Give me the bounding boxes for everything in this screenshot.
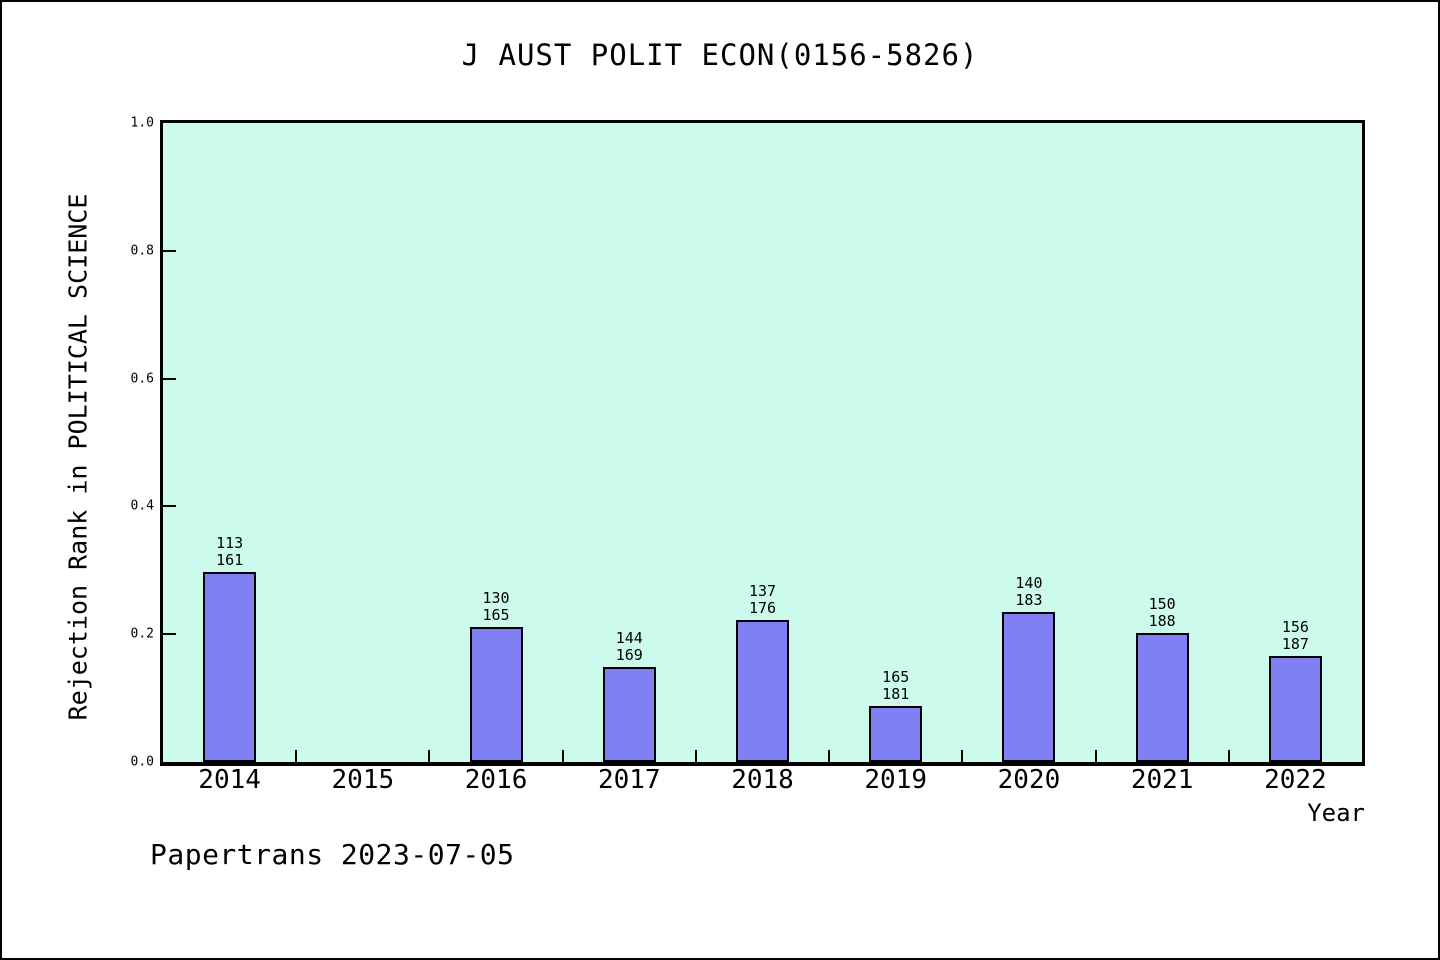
y-tick-mark-0.4 (163, 505, 176, 508)
bar-value-label-2017: 144 169 (615, 629, 643, 665)
x-tick-label-2020: 2020 (997, 765, 1061, 795)
bar-2017 (602, 667, 656, 762)
x-boundary-tick (961, 750, 964, 762)
x-tick-label-2015: 2015 (331, 765, 395, 795)
x-boundary-tick (1094, 750, 1097, 762)
y-tick-label-0.0: 0.0 (130, 754, 154, 770)
x-boundary-tick (828, 750, 831, 762)
bar-2020 (1002, 611, 1056, 762)
y-tick-label-0.2: 0.2 (130, 626, 154, 642)
x-tick-label-2022: 2022 (1264, 765, 1327, 795)
bar-value-label-2021: 150 188 (1148, 594, 1176, 630)
x-boundary-tick (694, 750, 697, 762)
y-axis-label: Rejection Rank in POLITICAL SCIENCE (63, 193, 93, 721)
x-tick-label-2021: 2021 (1130, 765, 1194, 795)
x-tick-label-2018: 2018 (731, 765, 794, 795)
x-tick-label-2016: 2016 (464, 765, 528, 795)
chart-title: J AUST POLIT ECON(0156-5826) (461, 38, 979, 72)
x-axis-label: Year (1307, 799, 1365, 827)
y-tick-label-0.4: 0.4 (130, 498, 154, 514)
bar-2018 (736, 620, 789, 762)
x-boundary-tick (428, 750, 431, 762)
bar-value-label-2019: 165 181 (882, 667, 910, 703)
bar-value-label-2020: 140 183 (1015, 573, 1043, 609)
bar-value-label-2022: 156 187 (1281, 617, 1309, 653)
footer-watermark: Papertrans 2023-07-05 (150, 838, 515, 871)
plot-area: 0.0 0.2 0.4 0.6 0.8 1.0 113 161 130 165 144 169 1… (131, 117, 1365, 769)
y-tick-label-1.0: 1.0 (130, 115, 154, 131)
bar-value-label-2016: 130 165 (482, 588, 510, 624)
y-tick-label-0.8: 0.8 (130, 243, 154, 259)
bar-2016 (469, 626, 523, 762)
bar-value-label-2018: 137 176 (748, 582, 777, 618)
y-tick-mark-0.8 (163, 249, 176, 252)
y-tick-label-0.6: 0.6 (130, 371, 154, 387)
x-tick-label-2019: 2019 (864, 765, 928, 795)
bar-2019 (869, 705, 923, 762)
bar-2022 (1268, 655, 1322, 762)
bar-2014 (203, 571, 257, 762)
bar-value-label-2014: 113 161 (216, 533, 244, 569)
x-tick-label-2017: 2017 (597, 765, 661, 795)
x-tick-label-2014: 2014 (198, 765, 261, 795)
y-tick-mark-0.6 (163, 377, 176, 380)
bar-2021 (1135, 632, 1189, 762)
x-boundary-tick (1227, 750, 1230, 762)
x-boundary-tick (561, 750, 564, 762)
x-boundary-tick (295, 750, 298, 762)
y-tick-mark-0.2 (163, 633, 176, 636)
